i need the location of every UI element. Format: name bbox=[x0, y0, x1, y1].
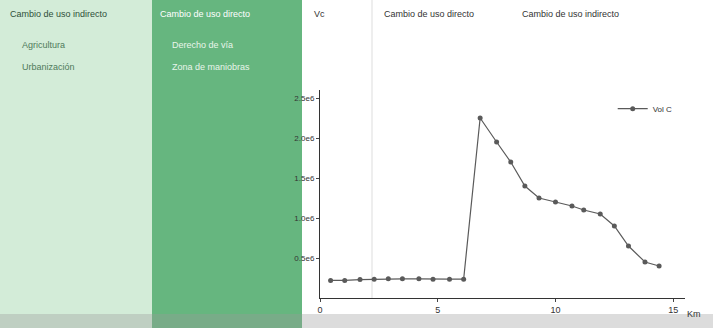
svg-text:Km: Km bbox=[687, 309, 701, 319]
svg-text:Zona de maniobras: Zona de maniobras bbox=[172, 62, 250, 72]
svg-text:Agricultura: Agricultura bbox=[22, 40, 65, 50]
svg-text:10: 10 bbox=[550, 305, 560, 315]
svg-text:15: 15 bbox=[668, 305, 678, 315]
svg-text:Derecho de vía: Derecho de vía bbox=[172, 40, 233, 50]
svg-text:2.5e6: 2.5e6 bbox=[294, 94, 315, 103]
svg-text:Cambio de uso indirecto: Cambio de uso indirecto bbox=[522, 9, 619, 19]
svg-text:Cambio de uso directo: Cambio de uso directo bbox=[160, 9, 250, 19]
svg-text:Vc: Vc bbox=[314, 9, 325, 19]
svg-text:5: 5 bbox=[435, 305, 440, 315]
svg-text:Cambio de uso directo: Cambio de uso directo bbox=[384, 9, 474, 19]
svg-text:1.0e6: 1.0e6 bbox=[294, 214, 315, 223]
svg-text:2.0e6: 2.0e6 bbox=[294, 134, 315, 143]
svg-text:0: 0 bbox=[317, 305, 322, 315]
svg-text:1.5e6: 1.5e6 bbox=[294, 174, 315, 183]
svg-text:Cambio de uso indirecto: Cambio de uso indirecto bbox=[10, 9, 107, 19]
svg-text:Urbanización: Urbanización bbox=[22, 62, 75, 72]
svg-text:Vol C: Vol C bbox=[653, 105, 672, 114]
svg-text:0.5e6: 0.5e6 bbox=[294, 254, 315, 263]
